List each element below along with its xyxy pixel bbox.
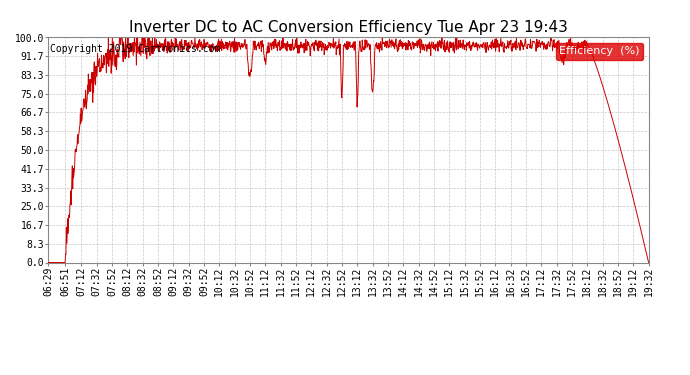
Legend: Efficiency  (%): Efficiency (%): [556, 43, 643, 60]
Text: Copyright 2019 Cartronics.com: Copyright 2019 Cartronics.com: [50, 44, 220, 54]
Title: Inverter DC to AC Conversion Efficiency Tue Apr 23 19:43: Inverter DC to AC Conversion Efficiency …: [129, 20, 568, 35]
